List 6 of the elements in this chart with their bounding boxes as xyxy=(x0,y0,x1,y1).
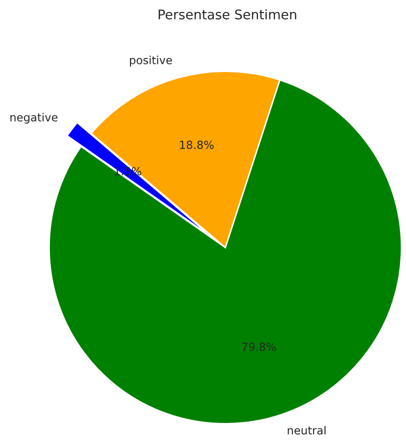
data-label: 79.8% xyxy=(242,342,276,351)
slice-label: positive xyxy=(130,56,172,66)
slice-label: neutral xyxy=(288,426,326,435)
slice-label: negative xyxy=(10,112,58,124)
data-label: 18.8% xyxy=(180,140,214,150)
chart-title: Persentase Sentimen xyxy=(158,9,296,20)
